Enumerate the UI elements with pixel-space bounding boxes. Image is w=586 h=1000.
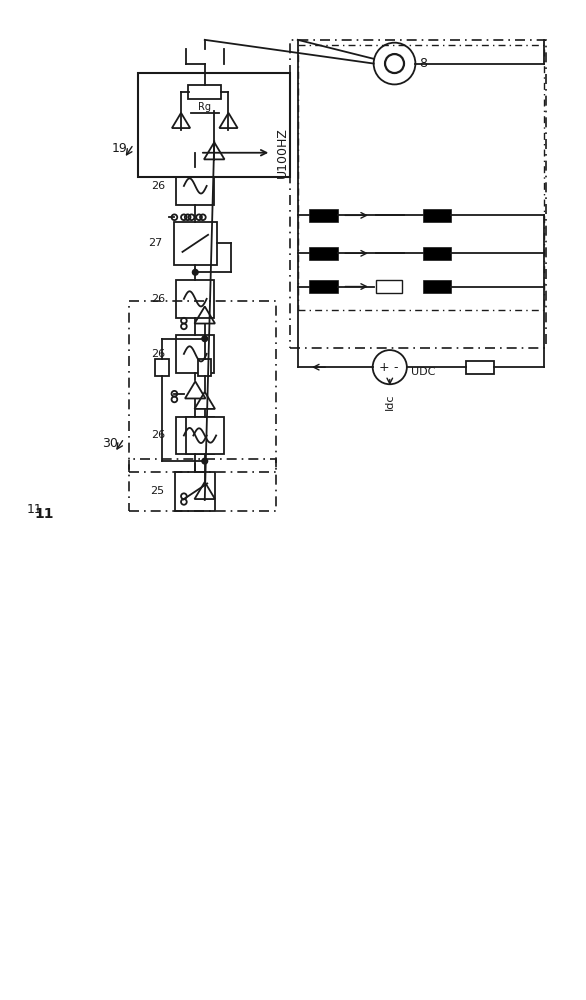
Bar: [138, 73, 290, 177]
Bar: [174, 222, 217, 265]
Text: 30: 30: [103, 437, 118, 450]
Text: Idc: Idc: [385, 394, 395, 410]
Bar: [129, 459, 276, 511]
Bar: [423, 247, 451, 260]
Text: 19: 19: [112, 142, 128, 155]
Bar: [129, 301, 276, 472]
Circle shape: [202, 458, 207, 464]
Text: 11: 11: [26, 503, 42, 516]
Bar: [423, 209, 451, 222]
Bar: [309, 247, 338, 260]
Bar: [188, 85, 222, 99]
Text: UDC: UDC: [411, 367, 435, 377]
Circle shape: [192, 269, 198, 275]
Text: 8: 8: [419, 57, 427, 70]
Bar: [290, 40, 546, 348]
Bar: [155, 359, 169, 376]
Text: 26: 26: [151, 430, 165, 440]
Text: U100HZ: U100HZ: [276, 127, 289, 178]
Bar: [176, 335, 214, 373]
Bar: [176, 167, 214, 205]
Text: +: +: [379, 361, 390, 374]
Bar: [186, 417, 224, 454]
Bar: [309, 209, 338, 222]
Text: 11: 11: [34, 507, 53, 521]
Text: Rg: Rg: [198, 102, 212, 112]
Bar: [423, 280, 451, 293]
Text: 27: 27: [148, 238, 162, 248]
Circle shape: [202, 336, 207, 342]
Bar: [198, 359, 212, 376]
Text: 26: 26: [151, 181, 165, 191]
Bar: [176, 280, 214, 318]
Bar: [376, 280, 402, 293]
Text: 25: 25: [150, 486, 164, 496]
Bar: [176, 417, 214, 454]
Bar: [466, 361, 494, 374]
Bar: [175, 472, 215, 511]
Bar: [298, 45, 544, 310]
Text: 26: 26: [151, 349, 165, 359]
Bar: [309, 280, 338, 293]
Text: 26: 26: [151, 294, 165, 304]
Text: -: -: [393, 361, 398, 374]
